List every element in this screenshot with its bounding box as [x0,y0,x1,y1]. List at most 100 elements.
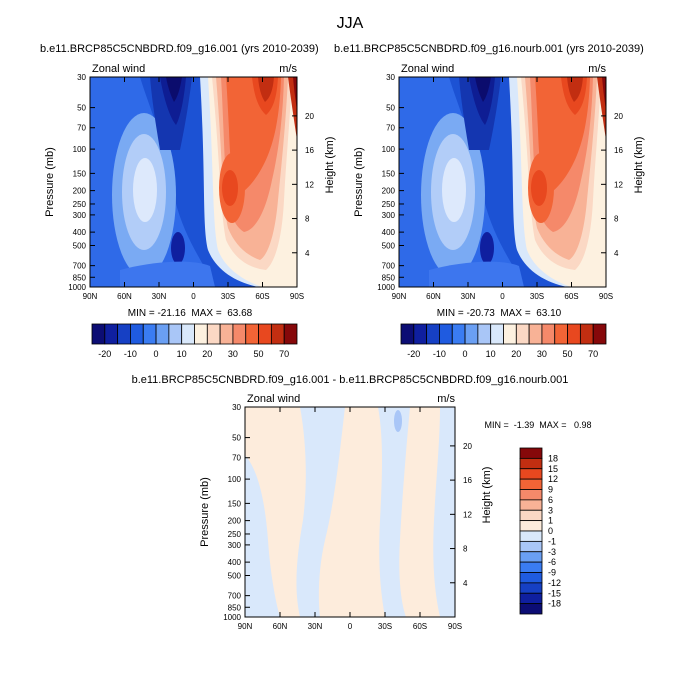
colorbar-swatch [117,323,131,345]
colorbar-swatch [519,530,543,542]
colorbar-swatch [528,323,543,345]
y-tick-label: 100 [382,145,396,154]
y-right-tick-label: 8 [463,545,468,554]
y-right-tick-label: 12 [614,180,623,189]
colorbar-label: 6 [548,495,553,505]
panel-b-ylabel: Pressure (mb) [353,147,365,217]
colorbar-swatch [519,540,543,553]
colorbar-swatch [194,323,208,345]
x-tick-label: 90N [238,622,253,631]
colorbar-swatch [519,592,543,605]
colorbar-swatch [519,582,543,594]
panel-b-ticks: 90N 60N 30N 0 30S 60S 90S 30 50 70 100 150 200 250 300… [377,73,623,301]
colorbar-swatch [219,323,234,345]
colorbar-swatch [490,323,504,345]
y-tick-label: 200 [228,517,242,526]
colorbar-label: 30 [537,349,547,359]
colorbar-label: -10 [433,349,446,359]
x-tick-label: 60N [426,292,441,301]
y-tick-label: 500 [73,241,87,250]
panel-a-colorbar: -20 -10 0 10 20 30 50 70 [91,323,298,359]
colorbar-label: 10 [177,349,187,359]
colorbar-swatch [519,572,543,584]
colorbar-label: -15 [548,588,561,598]
x-tick-label: 60S [255,292,269,301]
y-tick-label: 300 [382,211,396,220]
y-right-tick-label: 12 [463,510,472,519]
colorbar-label: 0 [154,349,159,359]
y-tick-label: 70 [77,124,86,133]
y-tick-label: 400 [73,228,87,237]
colorbar-label: -6 [548,557,556,567]
x-tick-label: 0 [348,622,353,631]
x-tick-label: 30S [221,292,235,301]
panel-c-ticks: 90N 60N 30N 0 30S 60S 90S 30 50 70 100 150 200 250 300… [223,403,472,631]
y-tick-label: 150 [228,499,242,508]
panel-c-right-label: m/s [437,393,455,405]
y-tick-label: 200 [382,187,396,196]
colorbar-swatch [503,323,517,345]
panel-b-ylabel-right: Height (km) [633,137,645,194]
y-tick-label: 850 [382,273,396,282]
x-tick-label: 30S [378,622,392,631]
colorbar-label: 20 [202,349,212,359]
colorbar-label: -10 [124,349,137,359]
panel-b-title: b.e11.BRCP85C5CNBDRD.f09_g16.nourb.001 (… [334,43,644,55]
y-right-tick-label: 8 [614,215,619,224]
y-tick-label: 1000 [68,283,86,292]
colorbar-swatch [400,323,415,345]
colorbar-label: -3 [548,547,556,557]
colorbar-label: 0 [548,526,553,536]
colorbar-swatch [181,323,195,345]
colorbar-swatch [592,323,607,345]
colorbar-label: 3 [548,505,553,515]
colorbar-label: 50 [254,349,264,359]
y-right-tick-label: 8 [305,215,310,224]
colorbar-label: -1 [548,536,556,546]
panel-c-ylabel-right: Height (km) [481,467,493,524]
colorbar-swatch [554,323,568,345]
y-right-tick-label: 16 [463,476,472,485]
panel-c-title: b.e11.BRCP85C5CNBDRD.f09_g16.001 - b.e11… [132,374,569,386]
y-tick-label: 150 [73,169,87,178]
colorbar-swatch [519,489,543,501]
colorbar-label: 9 [548,485,553,495]
colorbar-swatch [104,323,119,345]
panel-c-stats: MIN = -1.39 MAX = 0.98 [484,420,591,430]
colorbar-swatch [579,323,594,345]
colorbar-label: 30 [228,349,238,359]
colorbar-label: 12 [548,474,558,484]
panel-c: b.e11.BRCP85C5CNBDRD.f09_g16.001 - b.e11… [132,374,592,631]
panel-b-left-label: Zonal wind [401,63,454,75]
y-right-tick-label: 4 [614,249,619,258]
colorbar-swatch [519,509,543,522]
y-tick-label: 400 [228,558,242,567]
y-tick-label: 500 [228,571,242,580]
y-right-tick-label: 16 [614,146,623,155]
panel-b-right-label: m/s [588,63,606,75]
colorbar-swatch [519,603,543,615]
y-tick-label: 30 [77,73,86,82]
y-tick-label: 100 [73,145,87,154]
x-tick-label: 0 [500,292,505,301]
colorbar-swatch [541,323,556,345]
y-tick-label: 50 [232,434,241,443]
colorbar-swatch [142,323,157,345]
y-tick-label: 700 [228,592,242,601]
colorbar-swatch [168,323,183,345]
colorbar-label: -12 [548,578,561,588]
colorbar-swatch [258,323,272,345]
colorbar-label: 70 [279,349,289,359]
panel-c-ylabel: Pressure (mb) [199,477,211,547]
x-tick-label: 60S [413,622,427,631]
colorbar-swatch [270,323,285,345]
panel-a-contours [90,77,297,287]
colorbar-label: -20 [407,349,420,359]
colorbar-swatch [451,323,466,345]
y-tick-label: 700 [382,262,396,271]
colorbar-label: 10 [486,349,496,359]
panel-a-title: b.e11.BRCP85C5CNBDRD.f09_g16.001 (yrs 20… [40,43,319,55]
y-right-tick-label: 4 [463,579,468,588]
y-tick-label: 300 [228,541,242,550]
y-tick-label: 30 [232,403,241,412]
